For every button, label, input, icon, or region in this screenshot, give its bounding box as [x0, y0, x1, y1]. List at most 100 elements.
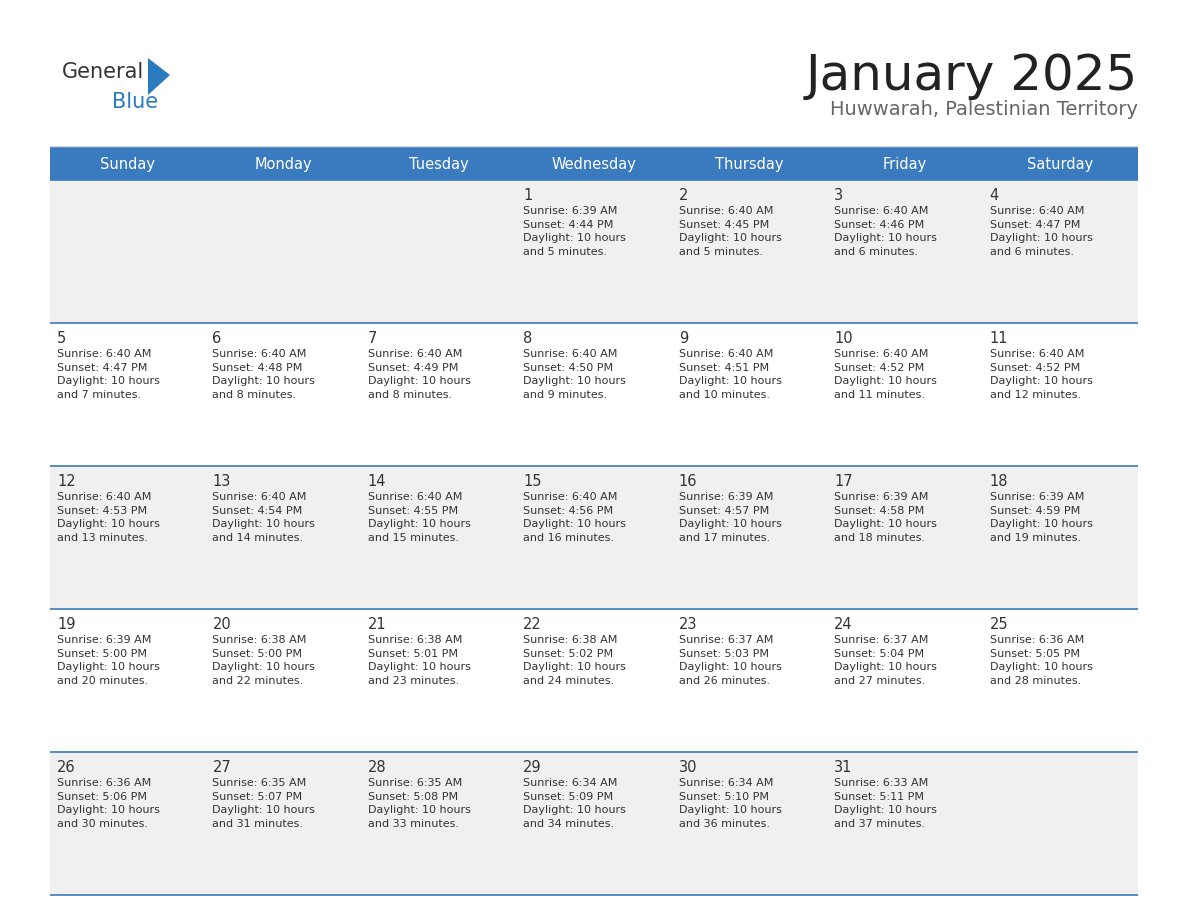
FancyBboxPatch shape — [361, 466, 517, 609]
Text: Friday: Friday — [883, 156, 927, 172]
Text: Monday: Monday — [254, 156, 312, 172]
FancyBboxPatch shape — [361, 323, 517, 466]
Text: 1: 1 — [523, 188, 532, 203]
FancyBboxPatch shape — [361, 180, 517, 323]
Text: 28: 28 — [368, 760, 386, 775]
Text: 25: 25 — [990, 617, 1009, 632]
FancyBboxPatch shape — [827, 148, 982, 180]
FancyBboxPatch shape — [827, 752, 982, 895]
Text: Saturday: Saturday — [1028, 156, 1093, 172]
Text: 22: 22 — [523, 617, 542, 632]
Text: 24: 24 — [834, 617, 853, 632]
Text: Blue: Blue — [112, 92, 158, 112]
Text: Sunrise: 6:40 AM
Sunset: 4:49 PM
Daylight: 10 hours
and 8 minutes.: Sunrise: 6:40 AM Sunset: 4:49 PM Dayligh… — [368, 349, 470, 400]
Text: Sunrise: 6:35 AM
Sunset: 5:08 PM
Daylight: 10 hours
and 33 minutes.: Sunrise: 6:35 AM Sunset: 5:08 PM Dayligh… — [368, 778, 470, 829]
FancyBboxPatch shape — [671, 323, 827, 466]
Text: Sunrise: 6:40 AM
Sunset: 4:52 PM
Daylight: 10 hours
and 12 minutes.: Sunrise: 6:40 AM Sunset: 4:52 PM Dayligh… — [990, 349, 1093, 400]
Text: Sunrise: 6:40 AM
Sunset: 4:45 PM
Daylight: 10 hours
and 5 minutes.: Sunrise: 6:40 AM Sunset: 4:45 PM Dayligh… — [678, 206, 782, 257]
Text: 4: 4 — [990, 188, 999, 203]
FancyBboxPatch shape — [671, 609, 827, 752]
FancyBboxPatch shape — [827, 466, 982, 609]
Text: Thursday: Thursday — [715, 156, 784, 172]
Text: 13: 13 — [213, 474, 230, 489]
FancyBboxPatch shape — [671, 180, 827, 323]
Text: Sunrise: 6:35 AM
Sunset: 5:07 PM
Daylight: 10 hours
and 31 minutes.: Sunrise: 6:35 AM Sunset: 5:07 PM Dayligh… — [213, 778, 315, 829]
Text: Sunrise: 6:40 AM
Sunset: 4:56 PM
Daylight: 10 hours
and 16 minutes.: Sunrise: 6:40 AM Sunset: 4:56 PM Dayligh… — [523, 492, 626, 543]
Text: 20: 20 — [213, 617, 232, 632]
Text: Huwwarah, Palestinian Territory: Huwwarah, Palestinian Territory — [830, 100, 1138, 119]
FancyBboxPatch shape — [206, 323, 361, 466]
Text: Sunrise: 6:39 AM
Sunset: 4:57 PM
Daylight: 10 hours
and 17 minutes.: Sunrise: 6:39 AM Sunset: 4:57 PM Dayligh… — [678, 492, 782, 543]
FancyBboxPatch shape — [517, 609, 671, 752]
FancyBboxPatch shape — [517, 752, 671, 895]
FancyBboxPatch shape — [206, 180, 361, 323]
Text: Tuesday: Tuesday — [409, 156, 468, 172]
Text: Sunrise: 6:37 AM
Sunset: 5:04 PM
Daylight: 10 hours
and 27 minutes.: Sunrise: 6:37 AM Sunset: 5:04 PM Dayligh… — [834, 635, 937, 686]
FancyBboxPatch shape — [50, 180, 206, 323]
Text: Sunrise: 6:40 AM
Sunset: 4:52 PM
Daylight: 10 hours
and 11 minutes.: Sunrise: 6:40 AM Sunset: 4:52 PM Dayligh… — [834, 349, 937, 400]
Text: Sunrise: 6:40 AM
Sunset: 4:55 PM
Daylight: 10 hours
and 15 minutes.: Sunrise: 6:40 AM Sunset: 4:55 PM Dayligh… — [368, 492, 470, 543]
Text: 11: 11 — [990, 331, 1009, 346]
Text: 19: 19 — [57, 617, 76, 632]
Polygon shape — [148, 58, 170, 95]
FancyBboxPatch shape — [517, 323, 671, 466]
FancyBboxPatch shape — [982, 148, 1138, 180]
FancyBboxPatch shape — [50, 466, 206, 609]
Text: 14: 14 — [368, 474, 386, 489]
FancyBboxPatch shape — [982, 466, 1138, 609]
FancyBboxPatch shape — [982, 609, 1138, 752]
Text: Sunrise: 6:40 AM
Sunset: 4:46 PM
Daylight: 10 hours
and 6 minutes.: Sunrise: 6:40 AM Sunset: 4:46 PM Dayligh… — [834, 206, 937, 257]
FancyBboxPatch shape — [671, 752, 827, 895]
Text: 12: 12 — [57, 474, 76, 489]
Text: Sunrise: 6:40 AM
Sunset: 4:51 PM
Daylight: 10 hours
and 10 minutes.: Sunrise: 6:40 AM Sunset: 4:51 PM Dayligh… — [678, 349, 782, 400]
Text: Sunrise: 6:34 AM
Sunset: 5:09 PM
Daylight: 10 hours
and 34 minutes.: Sunrise: 6:34 AM Sunset: 5:09 PM Dayligh… — [523, 778, 626, 829]
Text: 15: 15 — [523, 474, 542, 489]
FancyBboxPatch shape — [50, 323, 206, 466]
Text: Sunrise: 6:34 AM
Sunset: 5:10 PM
Daylight: 10 hours
and 36 minutes.: Sunrise: 6:34 AM Sunset: 5:10 PM Dayligh… — [678, 778, 782, 829]
Text: 16: 16 — [678, 474, 697, 489]
Text: Sunrise: 6:33 AM
Sunset: 5:11 PM
Daylight: 10 hours
and 37 minutes.: Sunrise: 6:33 AM Sunset: 5:11 PM Dayligh… — [834, 778, 937, 829]
Text: Sunrise: 6:38 AM
Sunset: 5:02 PM
Daylight: 10 hours
and 24 minutes.: Sunrise: 6:38 AM Sunset: 5:02 PM Dayligh… — [523, 635, 626, 686]
FancyBboxPatch shape — [827, 609, 982, 752]
Text: 21: 21 — [368, 617, 386, 632]
Text: January 2025: January 2025 — [805, 52, 1138, 100]
Text: 9: 9 — [678, 331, 688, 346]
Text: 3: 3 — [834, 188, 843, 203]
FancyBboxPatch shape — [517, 180, 671, 323]
Text: 5: 5 — [57, 331, 67, 346]
FancyBboxPatch shape — [671, 466, 827, 609]
Text: Sunrise: 6:37 AM
Sunset: 5:03 PM
Daylight: 10 hours
and 26 minutes.: Sunrise: 6:37 AM Sunset: 5:03 PM Dayligh… — [678, 635, 782, 686]
Text: Sunrise: 6:39 AM
Sunset: 4:59 PM
Daylight: 10 hours
and 19 minutes.: Sunrise: 6:39 AM Sunset: 4:59 PM Dayligh… — [990, 492, 1093, 543]
FancyBboxPatch shape — [827, 323, 982, 466]
Text: 23: 23 — [678, 617, 697, 632]
Text: 8: 8 — [523, 331, 532, 346]
FancyBboxPatch shape — [982, 323, 1138, 466]
Text: Sunrise: 6:40 AM
Sunset: 4:47 PM
Daylight: 10 hours
and 7 minutes.: Sunrise: 6:40 AM Sunset: 4:47 PM Dayligh… — [57, 349, 160, 400]
FancyBboxPatch shape — [361, 609, 517, 752]
Text: Sunrise: 6:38 AM
Sunset: 5:00 PM
Daylight: 10 hours
and 22 minutes.: Sunrise: 6:38 AM Sunset: 5:00 PM Dayligh… — [213, 635, 315, 686]
Text: Sunday: Sunday — [100, 156, 156, 172]
Text: General: General — [62, 62, 144, 82]
Text: 17: 17 — [834, 474, 853, 489]
Text: 6: 6 — [213, 331, 222, 346]
Text: Sunrise: 6:40 AM
Sunset: 4:48 PM
Daylight: 10 hours
and 8 minutes.: Sunrise: 6:40 AM Sunset: 4:48 PM Dayligh… — [213, 349, 315, 400]
Text: Sunrise: 6:40 AM
Sunset: 4:50 PM
Daylight: 10 hours
and 9 minutes.: Sunrise: 6:40 AM Sunset: 4:50 PM Dayligh… — [523, 349, 626, 400]
FancyBboxPatch shape — [206, 609, 361, 752]
Text: Sunrise: 6:36 AM
Sunset: 5:05 PM
Daylight: 10 hours
and 28 minutes.: Sunrise: 6:36 AM Sunset: 5:05 PM Dayligh… — [990, 635, 1093, 686]
Text: Sunrise: 6:40 AM
Sunset: 4:53 PM
Daylight: 10 hours
and 13 minutes.: Sunrise: 6:40 AM Sunset: 4:53 PM Dayligh… — [57, 492, 160, 543]
Text: Wednesday: Wednesday — [551, 156, 637, 172]
FancyBboxPatch shape — [206, 752, 361, 895]
FancyBboxPatch shape — [827, 180, 982, 323]
Text: Sunrise: 6:40 AM
Sunset: 4:54 PM
Daylight: 10 hours
and 14 minutes.: Sunrise: 6:40 AM Sunset: 4:54 PM Dayligh… — [213, 492, 315, 543]
Text: 30: 30 — [678, 760, 697, 775]
Text: Sunrise: 6:38 AM
Sunset: 5:01 PM
Daylight: 10 hours
and 23 minutes.: Sunrise: 6:38 AM Sunset: 5:01 PM Dayligh… — [368, 635, 470, 686]
Text: 10: 10 — [834, 331, 853, 346]
FancyBboxPatch shape — [50, 752, 206, 895]
FancyBboxPatch shape — [671, 148, 827, 180]
FancyBboxPatch shape — [50, 609, 206, 752]
Text: 27: 27 — [213, 760, 232, 775]
Text: Sunrise: 6:39 AM
Sunset: 4:58 PM
Daylight: 10 hours
and 18 minutes.: Sunrise: 6:39 AM Sunset: 4:58 PM Dayligh… — [834, 492, 937, 543]
FancyBboxPatch shape — [517, 148, 671, 180]
FancyBboxPatch shape — [982, 180, 1138, 323]
Text: 2: 2 — [678, 188, 688, 203]
